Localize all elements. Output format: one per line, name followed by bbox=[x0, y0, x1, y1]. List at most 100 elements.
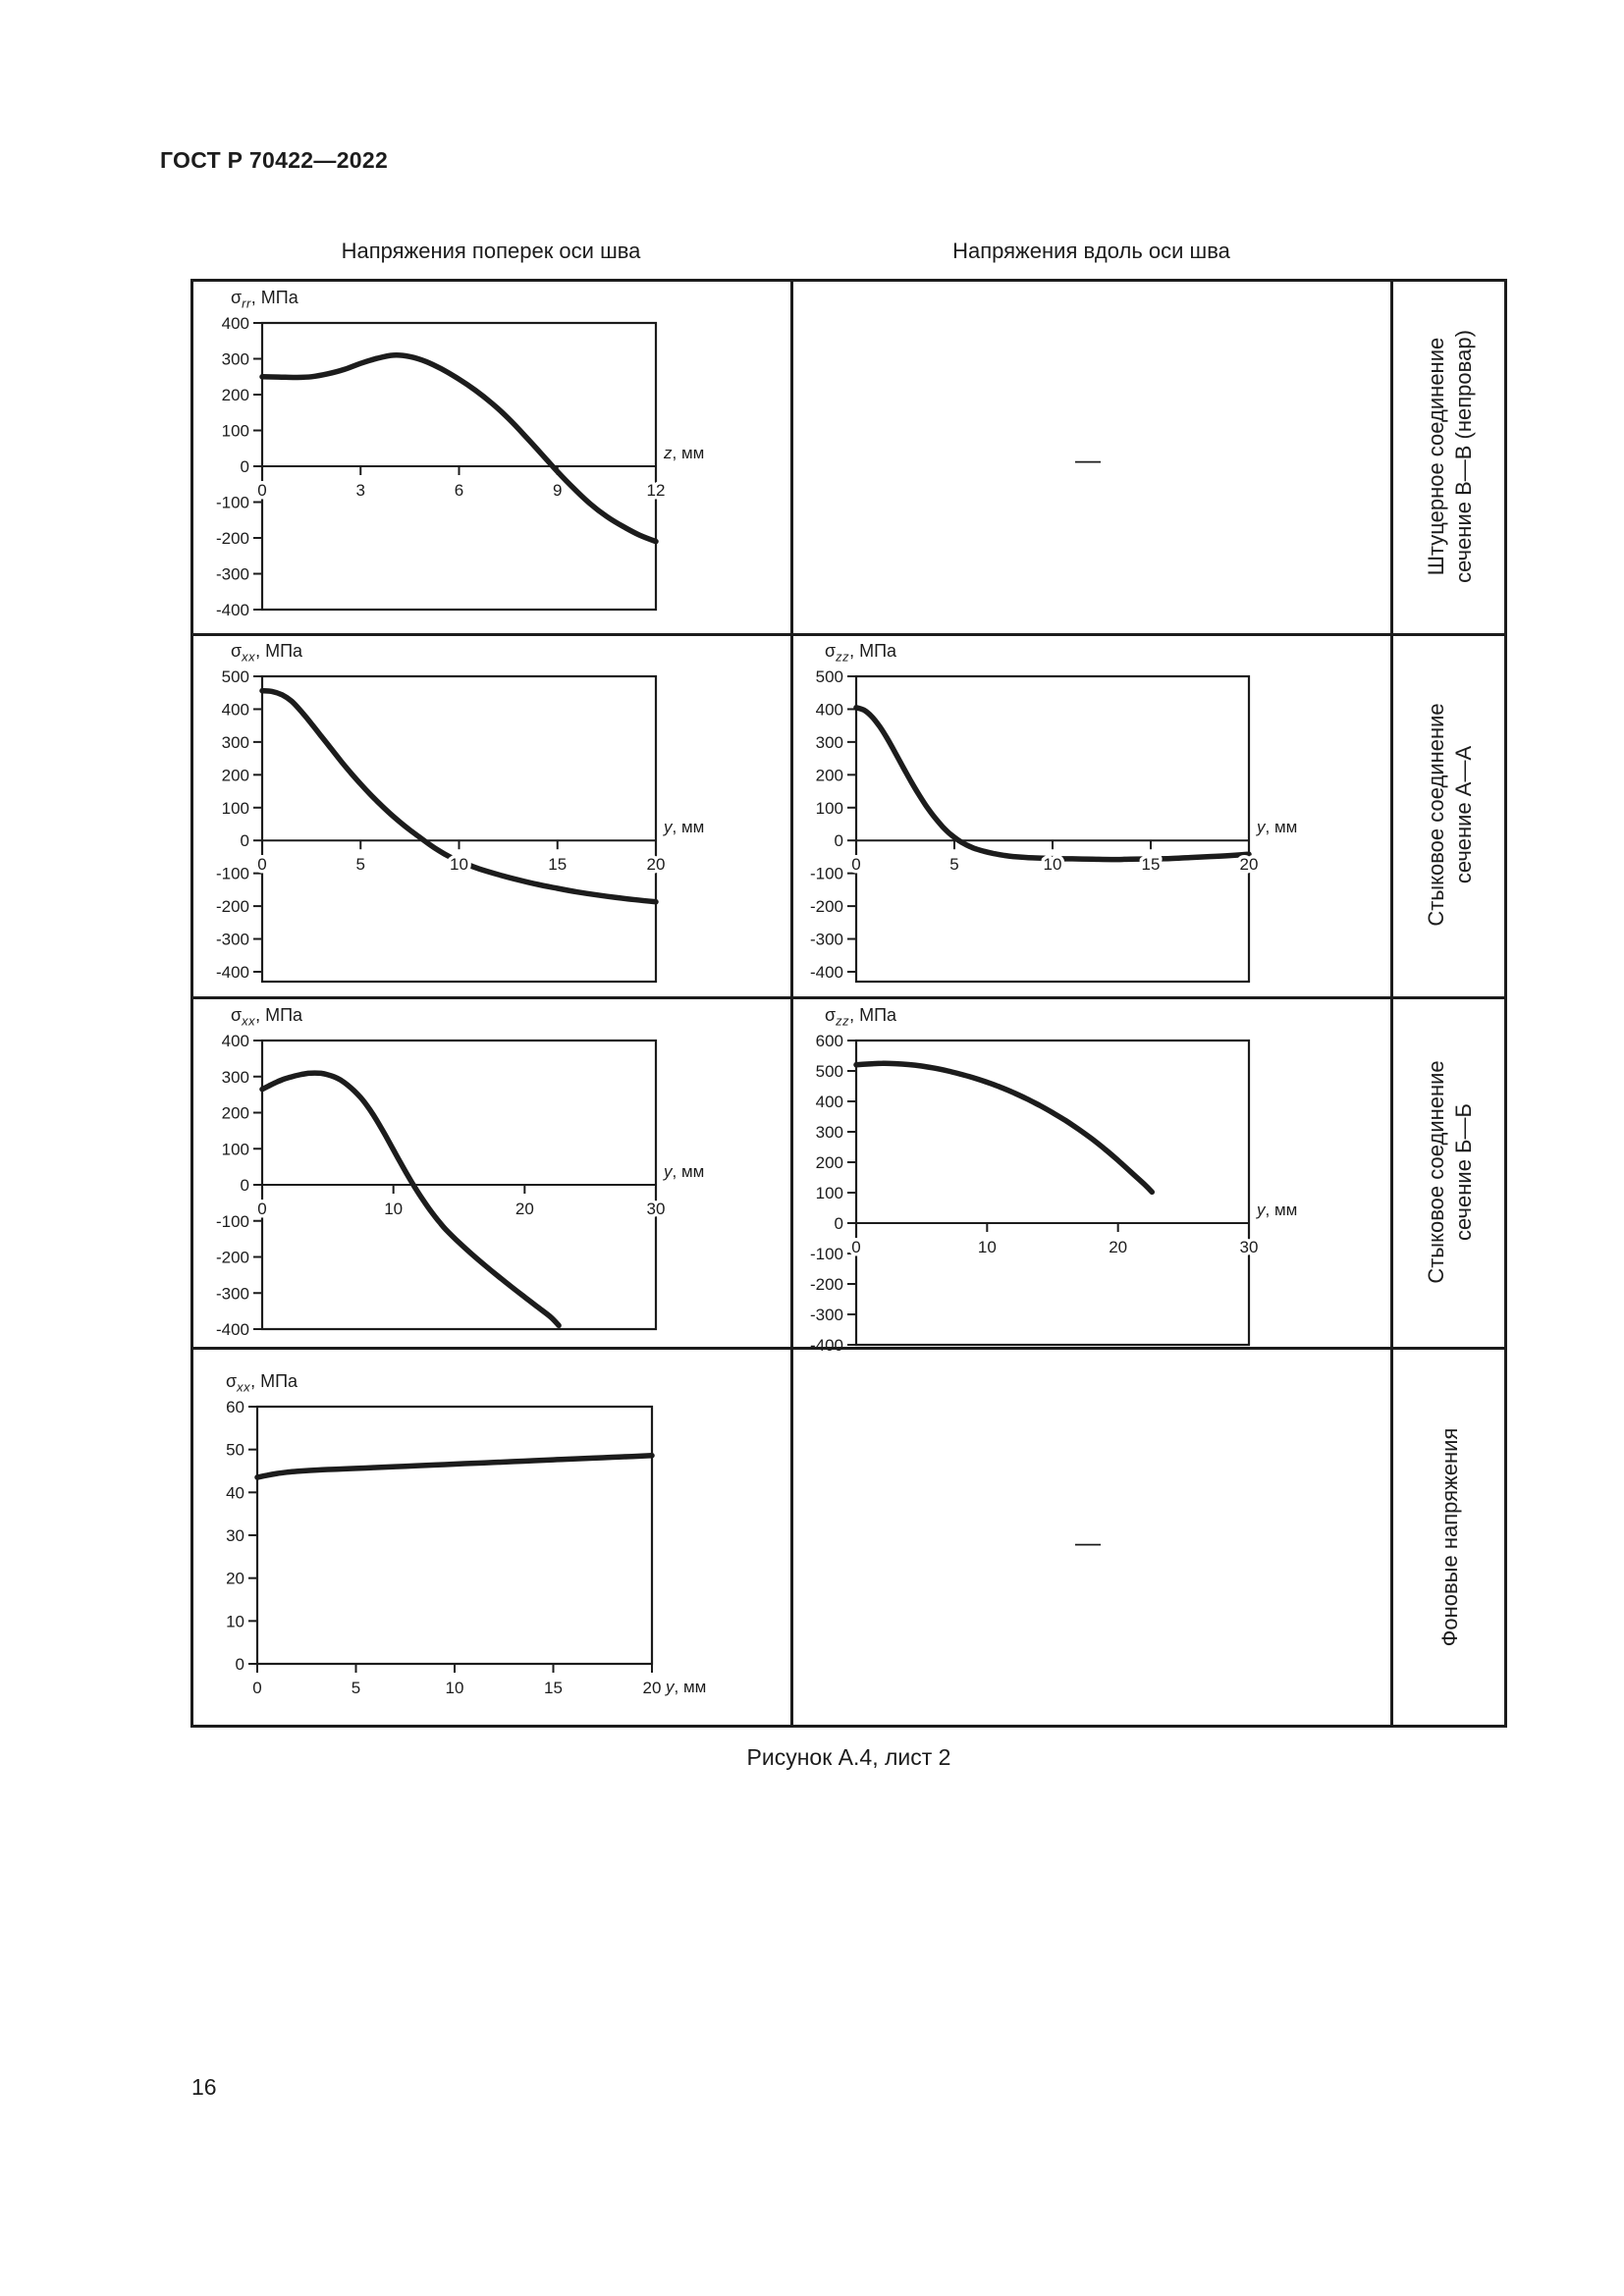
svg-text:-400: -400 bbox=[216, 1320, 249, 1339]
svg-text:10: 10 bbox=[978, 1238, 997, 1256]
svg-text:60: 60 bbox=[226, 1398, 244, 1416]
plot-box bbox=[854, 1039, 1251, 1347]
row-label-butt-joint-aa-section: Стыковое соединение сечение А—А bbox=[1424, 703, 1476, 927]
svg-text:0: 0 bbox=[851, 1238, 860, 1256]
svg-text:-100: -100 bbox=[216, 865, 249, 883]
svg-text:600: 600 bbox=[816, 1032, 843, 1050]
svg-text:40: 40 bbox=[226, 1483, 244, 1502]
plot-box bbox=[854, 674, 1251, 984]
svg-text:3: 3 bbox=[356, 481, 365, 500]
chart-sigma-rr-vs-z: 400 300 200 100 0 -100 -200 -300 -400 0 3 6 9 12 bbox=[216, 314, 669, 619]
svg-text:-100: -100 bbox=[216, 494, 249, 512]
svg-text:100: 100 bbox=[222, 799, 249, 818]
horizontal-divider-1 bbox=[190, 633, 1507, 636]
svg-text:200: 200 bbox=[222, 1104, 249, 1123]
svg-text:-100: -100 bbox=[810, 1245, 843, 1263]
row-label-butt-joint-bb-section: Стыковое соединение сечение Б—Б bbox=[1424, 1060, 1476, 1284]
svg-text:10: 10 bbox=[1044, 855, 1062, 874]
svg-text:0: 0 bbox=[257, 1200, 266, 1218]
svg-text:-300: -300 bbox=[216, 1284, 249, 1303]
x-axis-label-y-mm-bb-left: y, мм bbox=[664, 1162, 705, 1181]
plot-box bbox=[255, 1405, 654, 1666]
svg-text:0: 0 bbox=[236, 1655, 244, 1674]
svg-text:200: 200 bbox=[816, 766, 843, 784]
svg-text:20: 20 bbox=[515, 1200, 534, 1218]
svg-text:-400: -400 bbox=[216, 601, 249, 619]
horizontal-divider-3 bbox=[190, 1347, 1507, 1350]
svg-text:100: 100 bbox=[222, 422, 249, 441]
page-number: 16 bbox=[191, 2074, 217, 2100]
svg-text:100: 100 bbox=[816, 799, 843, 818]
svg-text:300: 300 bbox=[816, 1123, 843, 1142]
svg-text:100: 100 bbox=[222, 1140, 249, 1158]
data-curve bbox=[853, 1060, 1156, 1196]
chart-sigma-zz-section-b-b: 600 500 400 300 200 100 0 -100 -200 -300 -400 0 10 20… bbox=[810, 1032, 1262, 1355]
column-header-across-weld: Напряжения поперек оси шва bbox=[341, 239, 641, 263]
chart-sigma-xx-section-b-b: 400 300 200 100 0 -100 -200 -300 -400 0 10 20 30 bbox=[216, 1032, 669, 1339]
svg-text:400: 400 bbox=[222, 700, 249, 719]
y-axis-label-sigma-xx-bb: σxx, МПа bbox=[231, 1005, 303, 1029]
svg-text:300: 300 bbox=[816, 733, 843, 752]
svg-text:-100: -100 bbox=[216, 1212, 249, 1231]
y-axis-label-sigma-zz-bb: σzz, МПа bbox=[825, 1005, 897, 1029]
svg-text:-300: -300 bbox=[810, 931, 843, 949]
svg-text:30: 30 bbox=[1240, 1238, 1259, 1256]
chart-sigma-xx-section-a-a: 500 400 300 200 100 0 -100 -200 -300 -400 0 5 10 15 20 bbox=[216, 667, 669, 984]
svg-text:5: 5 bbox=[352, 1679, 360, 1697]
svg-text:10: 10 bbox=[226, 1612, 244, 1630]
svg-text:10: 10 bbox=[384, 1200, 403, 1218]
svg-text:6: 6 bbox=[455, 481, 463, 500]
svg-text:100: 100 bbox=[816, 1184, 843, 1202]
svg-text:-300: -300 bbox=[216, 565, 249, 584]
y-axis-label-sigma-rr: σrr, МПа bbox=[231, 288, 298, 311]
y-axis-label-sigma-xx-background: σxx, МПа bbox=[226, 1371, 298, 1395]
row-label-background-stresses: Фоновые напряжения bbox=[1437, 1427, 1462, 1647]
svg-text:0: 0 bbox=[835, 831, 843, 850]
svg-text:-400: -400 bbox=[810, 963, 843, 982]
svg-text:300: 300 bbox=[222, 1068, 249, 1087]
svg-text:20: 20 bbox=[643, 1679, 662, 1697]
svg-text:300: 300 bbox=[222, 350, 249, 369]
svg-text:20: 20 bbox=[647, 855, 666, 874]
empty-cell-dash-row1: — bbox=[1075, 445, 1101, 474]
svg-text:400: 400 bbox=[222, 1032, 249, 1050]
figure-caption: Рисунок А.4, лист 2 bbox=[746, 1744, 951, 1770]
data-curve bbox=[853, 705, 1252, 863]
row-label-nozzle-joint-bb-section: Штуцерное соединение сечение В—В (непров… bbox=[1424, 330, 1476, 583]
svg-text:50: 50 bbox=[226, 1441, 244, 1460]
svg-text:0: 0 bbox=[241, 457, 249, 476]
y-axis-label-sigma-xx-aa: σxx, МПа bbox=[231, 641, 303, 665]
data-curve bbox=[254, 1453, 655, 1480]
svg-text:30: 30 bbox=[647, 1200, 666, 1218]
svg-text:500: 500 bbox=[816, 667, 843, 686]
document-header: ГОСТ Р 70422—2022 bbox=[160, 147, 389, 173]
x-axis-label-y-mm-bb-right: y, мм bbox=[1257, 1201, 1298, 1219]
svg-text:5: 5 bbox=[356, 855, 365, 874]
svg-text:400: 400 bbox=[222, 314, 249, 333]
svg-text:300: 300 bbox=[222, 733, 249, 752]
svg-text:9: 9 bbox=[553, 481, 562, 500]
svg-text:200: 200 bbox=[816, 1153, 843, 1172]
data-curve bbox=[259, 352, 659, 545]
chart-sigma-xx-background: 60 50 40 30 20 10 00 5 10 15 20 bbox=[226, 1398, 665, 1701]
plot-box bbox=[260, 674, 658, 984]
svg-text:-300: -300 bbox=[810, 1306, 843, 1324]
svg-text:20: 20 bbox=[1240, 855, 1259, 874]
svg-text:400: 400 bbox=[816, 700, 843, 719]
svg-text:0: 0 bbox=[252, 1679, 261, 1697]
data-curve bbox=[259, 1070, 562, 1329]
svg-text:10: 10 bbox=[450, 855, 468, 874]
svg-text:10: 10 bbox=[446, 1679, 464, 1697]
svg-text:500: 500 bbox=[222, 667, 249, 686]
svg-text:15: 15 bbox=[1142, 855, 1161, 874]
x-axis-label-y-mm-aa-left: y, мм bbox=[664, 818, 705, 837]
horizontal-divider-2 bbox=[190, 996, 1507, 999]
svg-text:-400: -400 bbox=[216, 963, 249, 982]
svg-text:0: 0 bbox=[835, 1214, 843, 1233]
x-axis-label-y-mm-aa-right: y, мм bbox=[1257, 818, 1298, 837]
svg-text:0: 0 bbox=[241, 831, 249, 850]
empty-cell-dash-row4: — bbox=[1075, 1527, 1101, 1557]
svg-text:30: 30 bbox=[226, 1526, 244, 1545]
